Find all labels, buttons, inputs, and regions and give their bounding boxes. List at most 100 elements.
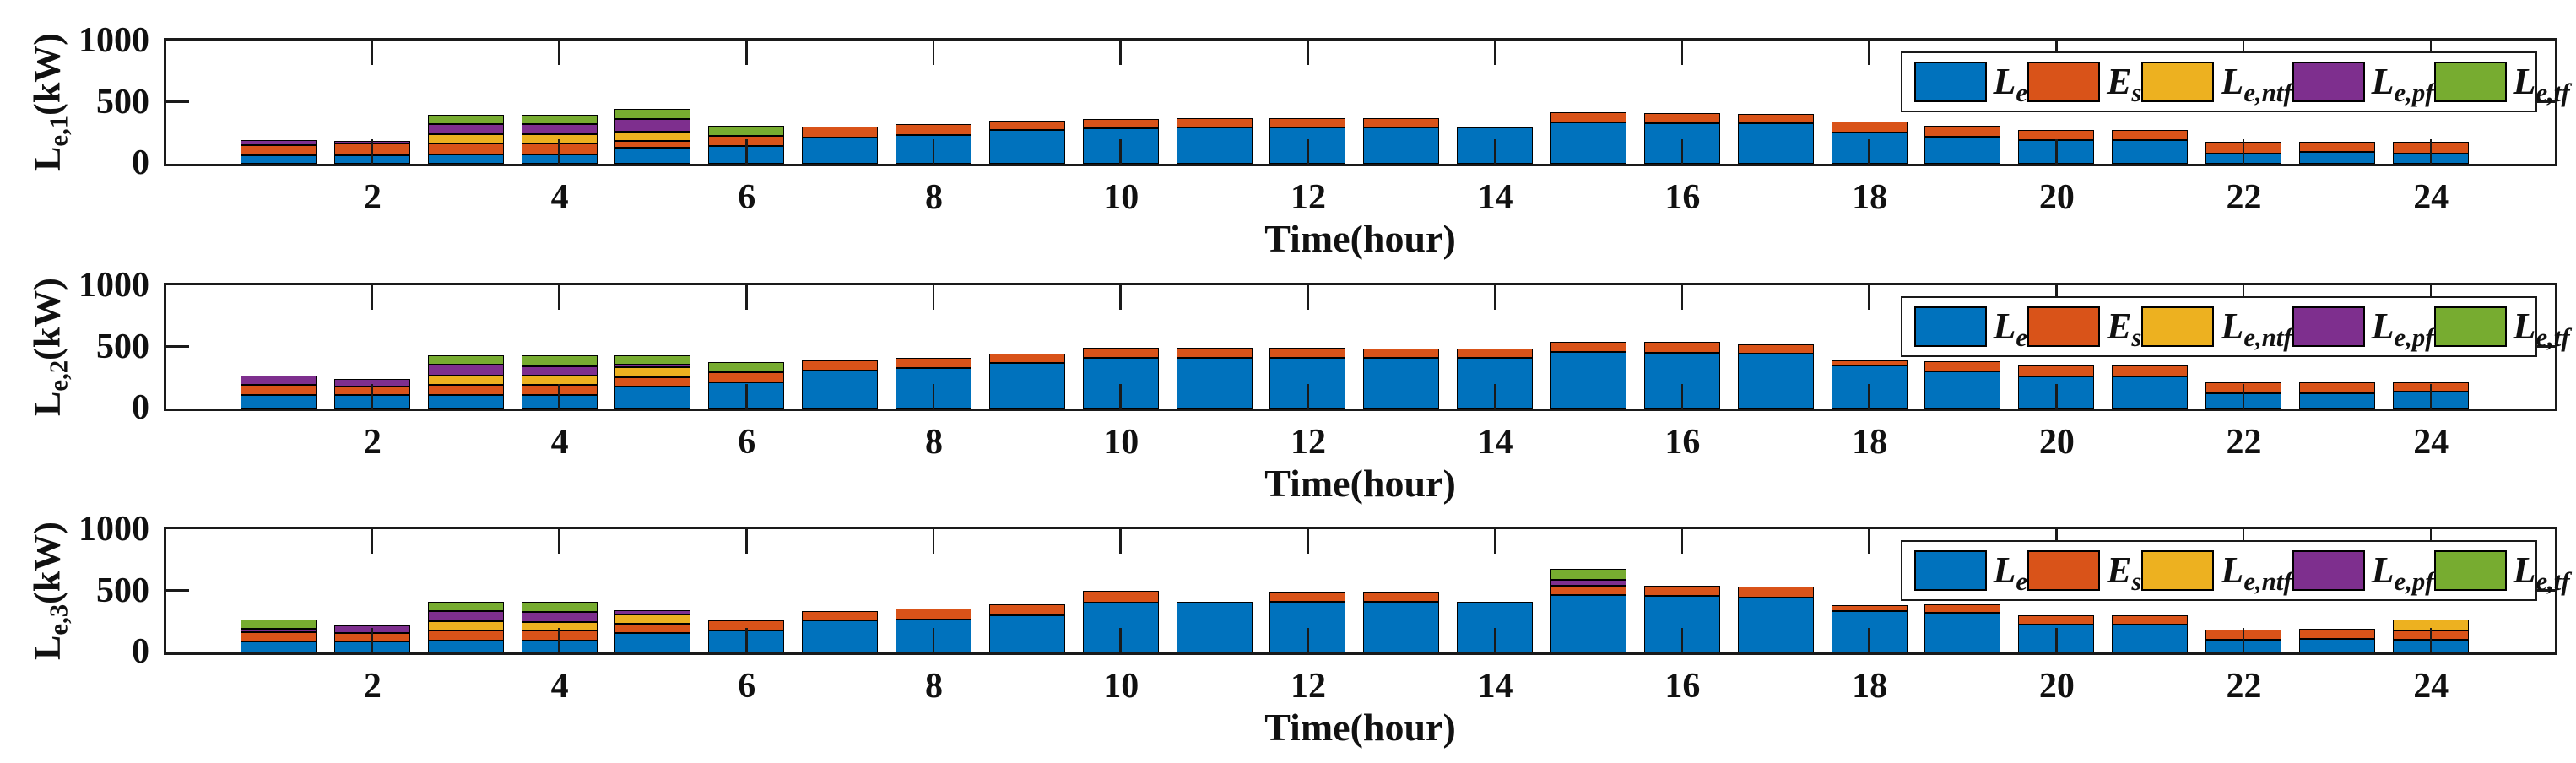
bar-segment-L_e,tf [708,126,785,136]
legend-label-L_e,pf: Le,pf [2371,61,2434,107]
legend-item-L_e,ntf: Le,ntf [2141,305,2292,352]
legend-label-E_s: Es [2107,306,2142,352]
y-tick-label: 0 [132,143,149,182]
x-tick-label: 16 [1664,423,1701,463]
x-tick-mark [1119,627,1122,652]
bar-segment-L_e,tf [521,115,598,125]
bar-segment-L_e,pf [521,611,598,622]
x-tick-label: 8 [925,423,944,463]
y-tick-mark [2531,588,2555,593]
bar-segment-L_e [988,130,1065,164]
bar-segment-E_s [1457,348,1534,358]
bar-segment-E_s [1737,113,1814,124]
bar-segment-E_s [1924,126,2001,137]
x-tick-label: 6 [738,667,756,706]
legend-swatch-L_e,pf [2292,306,2365,347]
bar-segment-L_e,tf [427,601,504,612]
x-tick-label: 4 [550,667,569,706]
x-axis-label: Time(hour) [1264,706,1456,749]
legend-item-E_s: Es [2027,305,2142,352]
x-tick-label: 8 [925,178,944,217]
x-tick-mark [2242,138,2245,164]
bar-segment-L_e,tf [614,354,691,365]
x-tick-mark [932,40,935,65]
bar-segment-E_s [1550,112,1627,122]
bar-segment-E_s [614,624,691,634]
plot-area: Le Es Le,ntf Le,pf Le,tf [163,526,2570,655]
bar-segment-E_s [1831,360,1908,366]
x-tick-mark [558,284,560,310]
legend-swatch-L_e,pf [2292,61,2365,102]
x-tick-label: 12 [1290,667,1326,706]
legend-swatch-L_e,pf [2292,549,2365,591]
x-tick-label: 16 [1664,667,1701,706]
x-tick-mark [371,284,374,310]
x-tick-label: 22 [2226,667,2262,706]
x-tick-mark [1868,528,1870,554]
bar-segment-L_e [1550,352,1627,409]
x-tick-mark [558,40,560,65]
x-tick-mark [1119,284,1122,310]
bar-segment-E_s [427,385,504,395]
bar-segment-L_e,ntf [427,376,504,386]
legend-label-L_e,pf: Le,pf [2371,306,2434,352]
bar-segment-L_e [802,620,879,652]
bar-segment-E_s [1643,113,1720,123]
x-tick-mark [2242,627,2245,652]
bar-segment-L_e [1363,357,1440,409]
legend: Le Es Le,ntf Le,pf Le,tf [1900,51,2570,112]
bar-segment-L_e,pf [241,139,317,145]
legend-item-L_e,pf: Le,pf [2292,549,2434,596]
legend-item-L_e,tf: Le,tf [2433,305,2570,352]
bar-segment-L_e,pf [521,365,598,376]
x-tick-mark [2429,627,2433,652]
x-tick-mark [932,528,935,554]
bar-segment-L_e [1924,371,2001,409]
bar-segment-E_s [1550,341,1627,353]
y-tick-label: 1000 [78,510,149,549]
bar-segment-E_s [1082,118,1159,129]
x-tick-mark [745,528,748,554]
y-tick-mark [2531,344,2555,349]
x-tick-mark [371,528,374,554]
x-tick-mark [2429,383,2433,409]
bar-segment-E_s [896,608,972,620]
bar-segment-E_s [2112,365,2189,377]
x-tick-label: 18 [1852,178,1888,217]
bar-segment-L_e [1363,127,1440,164]
bar-segment-E_s [2112,614,2189,625]
x-tick-label: 2 [363,423,382,463]
bar-segment-L_e [2298,392,2375,409]
bar-segment-E_s [1363,592,1440,602]
bar-segment-E_s [2298,629,2375,639]
bar-segment-E_s [1643,585,1720,597]
x-tick-label: 10 [1103,178,1139,217]
bar-segment-L_e [1176,357,1253,409]
bar-segment-E_s [802,360,879,371]
bar-segment-E_s [1831,604,1908,611]
bar-segment-E_s [802,610,879,621]
bar-segment-E_s [2112,129,2189,140]
legend-swatch-L_e [1913,61,1987,102]
legend-swatch-L_e,ntf [2141,306,2215,347]
legend-label-L_e,pf: Le,pf [2371,549,2434,596]
x-tick-label: 24 [2413,423,2449,463]
x-tick-mark [558,383,560,409]
y-axis-label: Le,3(kW) [26,521,73,660]
x-tick-mark [1493,138,1496,164]
bar-segment-L_e,pf [427,124,504,134]
x-tick-mark [1307,627,1309,652]
legend-item-L_e,ntf: Le,ntf [2141,549,2292,596]
x-tick-mark [1493,383,1496,409]
x-tick-mark [1307,383,1309,409]
x-tick-label: 10 [1103,423,1139,463]
x-tick-mark [371,627,374,652]
bar-segment-L_e [988,363,1065,409]
legend-item-L_e: Le [1913,305,2027,352]
bar-segment-E_s [988,353,1065,364]
y-tick-label: 1000 [78,266,149,306]
y-tick-label: 0 [132,632,149,672]
legend: Le Es Le,ntf Le,pf Le,tf [1900,539,2570,601]
bar-segment-L_e [241,394,317,409]
